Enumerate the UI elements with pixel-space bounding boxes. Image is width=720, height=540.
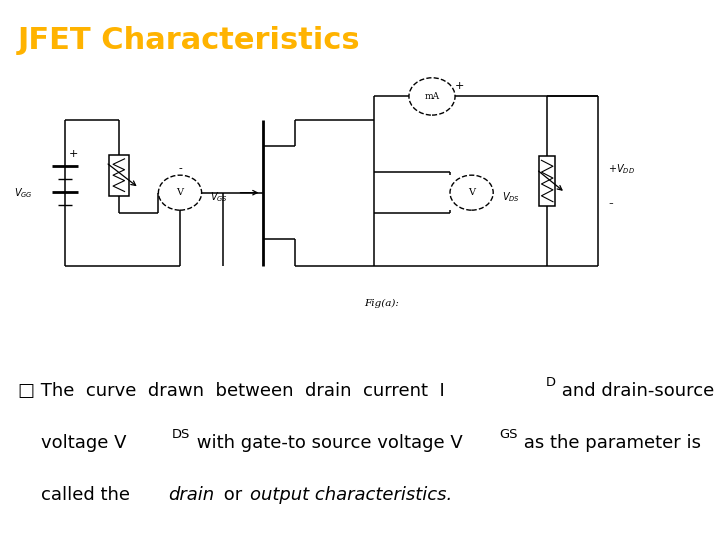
Text: as the parameter is: as the parameter is [518, 434, 701, 452]
Text: V: V [468, 188, 475, 197]
Text: $+V_{DD}$: $+V_{DD}$ [608, 163, 635, 176]
Text: V: V [176, 188, 184, 197]
Bar [109, 155, 129, 195]
Text: $V_{GG}$: $V_{GG}$ [14, 186, 32, 200]
Text: output characteristics.: output characteristics. [250, 486, 452, 504]
Text: JFET Characteristics: JFET Characteristics [18, 26, 361, 55]
Bar [539, 156, 555, 206]
Text: D: D [546, 376, 556, 389]
Text: □ The  curve  drawn  between  drain  current  I: □ The curve drawn between drain current … [18, 382, 445, 400]
Text: and drain-source: and drain-source [556, 382, 714, 400]
Text: DS: DS [172, 428, 190, 441]
Text: $V_{DS}$: $V_{DS}$ [502, 191, 520, 204]
Text: +: + [454, 81, 464, 91]
Text: -: - [178, 164, 182, 174]
Text: Fig(a):: Fig(a): [364, 299, 399, 308]
Text: drain: drain [168, 486, 214, 504]
Text: +: + [68, 150, 78, 159]
Text: or: or [218, 486, 248, 504]
Text: -: - [608, 197, 613, 211]
Text: called the: called the [18, 486, 136, 504]
Text: voltage V: voltage V [18, 434, 127, 452]
Text: $V_{GS}$: $V_{GS}$ [210, 191, 228, 204]
Text: GS: GS [499, 428, 518, 441]
Text: with gate-to source voltage V: with gate-to source voltage V [191, 434, 463, 452]
Text: mA: mA [424, 92, 440, 101]
